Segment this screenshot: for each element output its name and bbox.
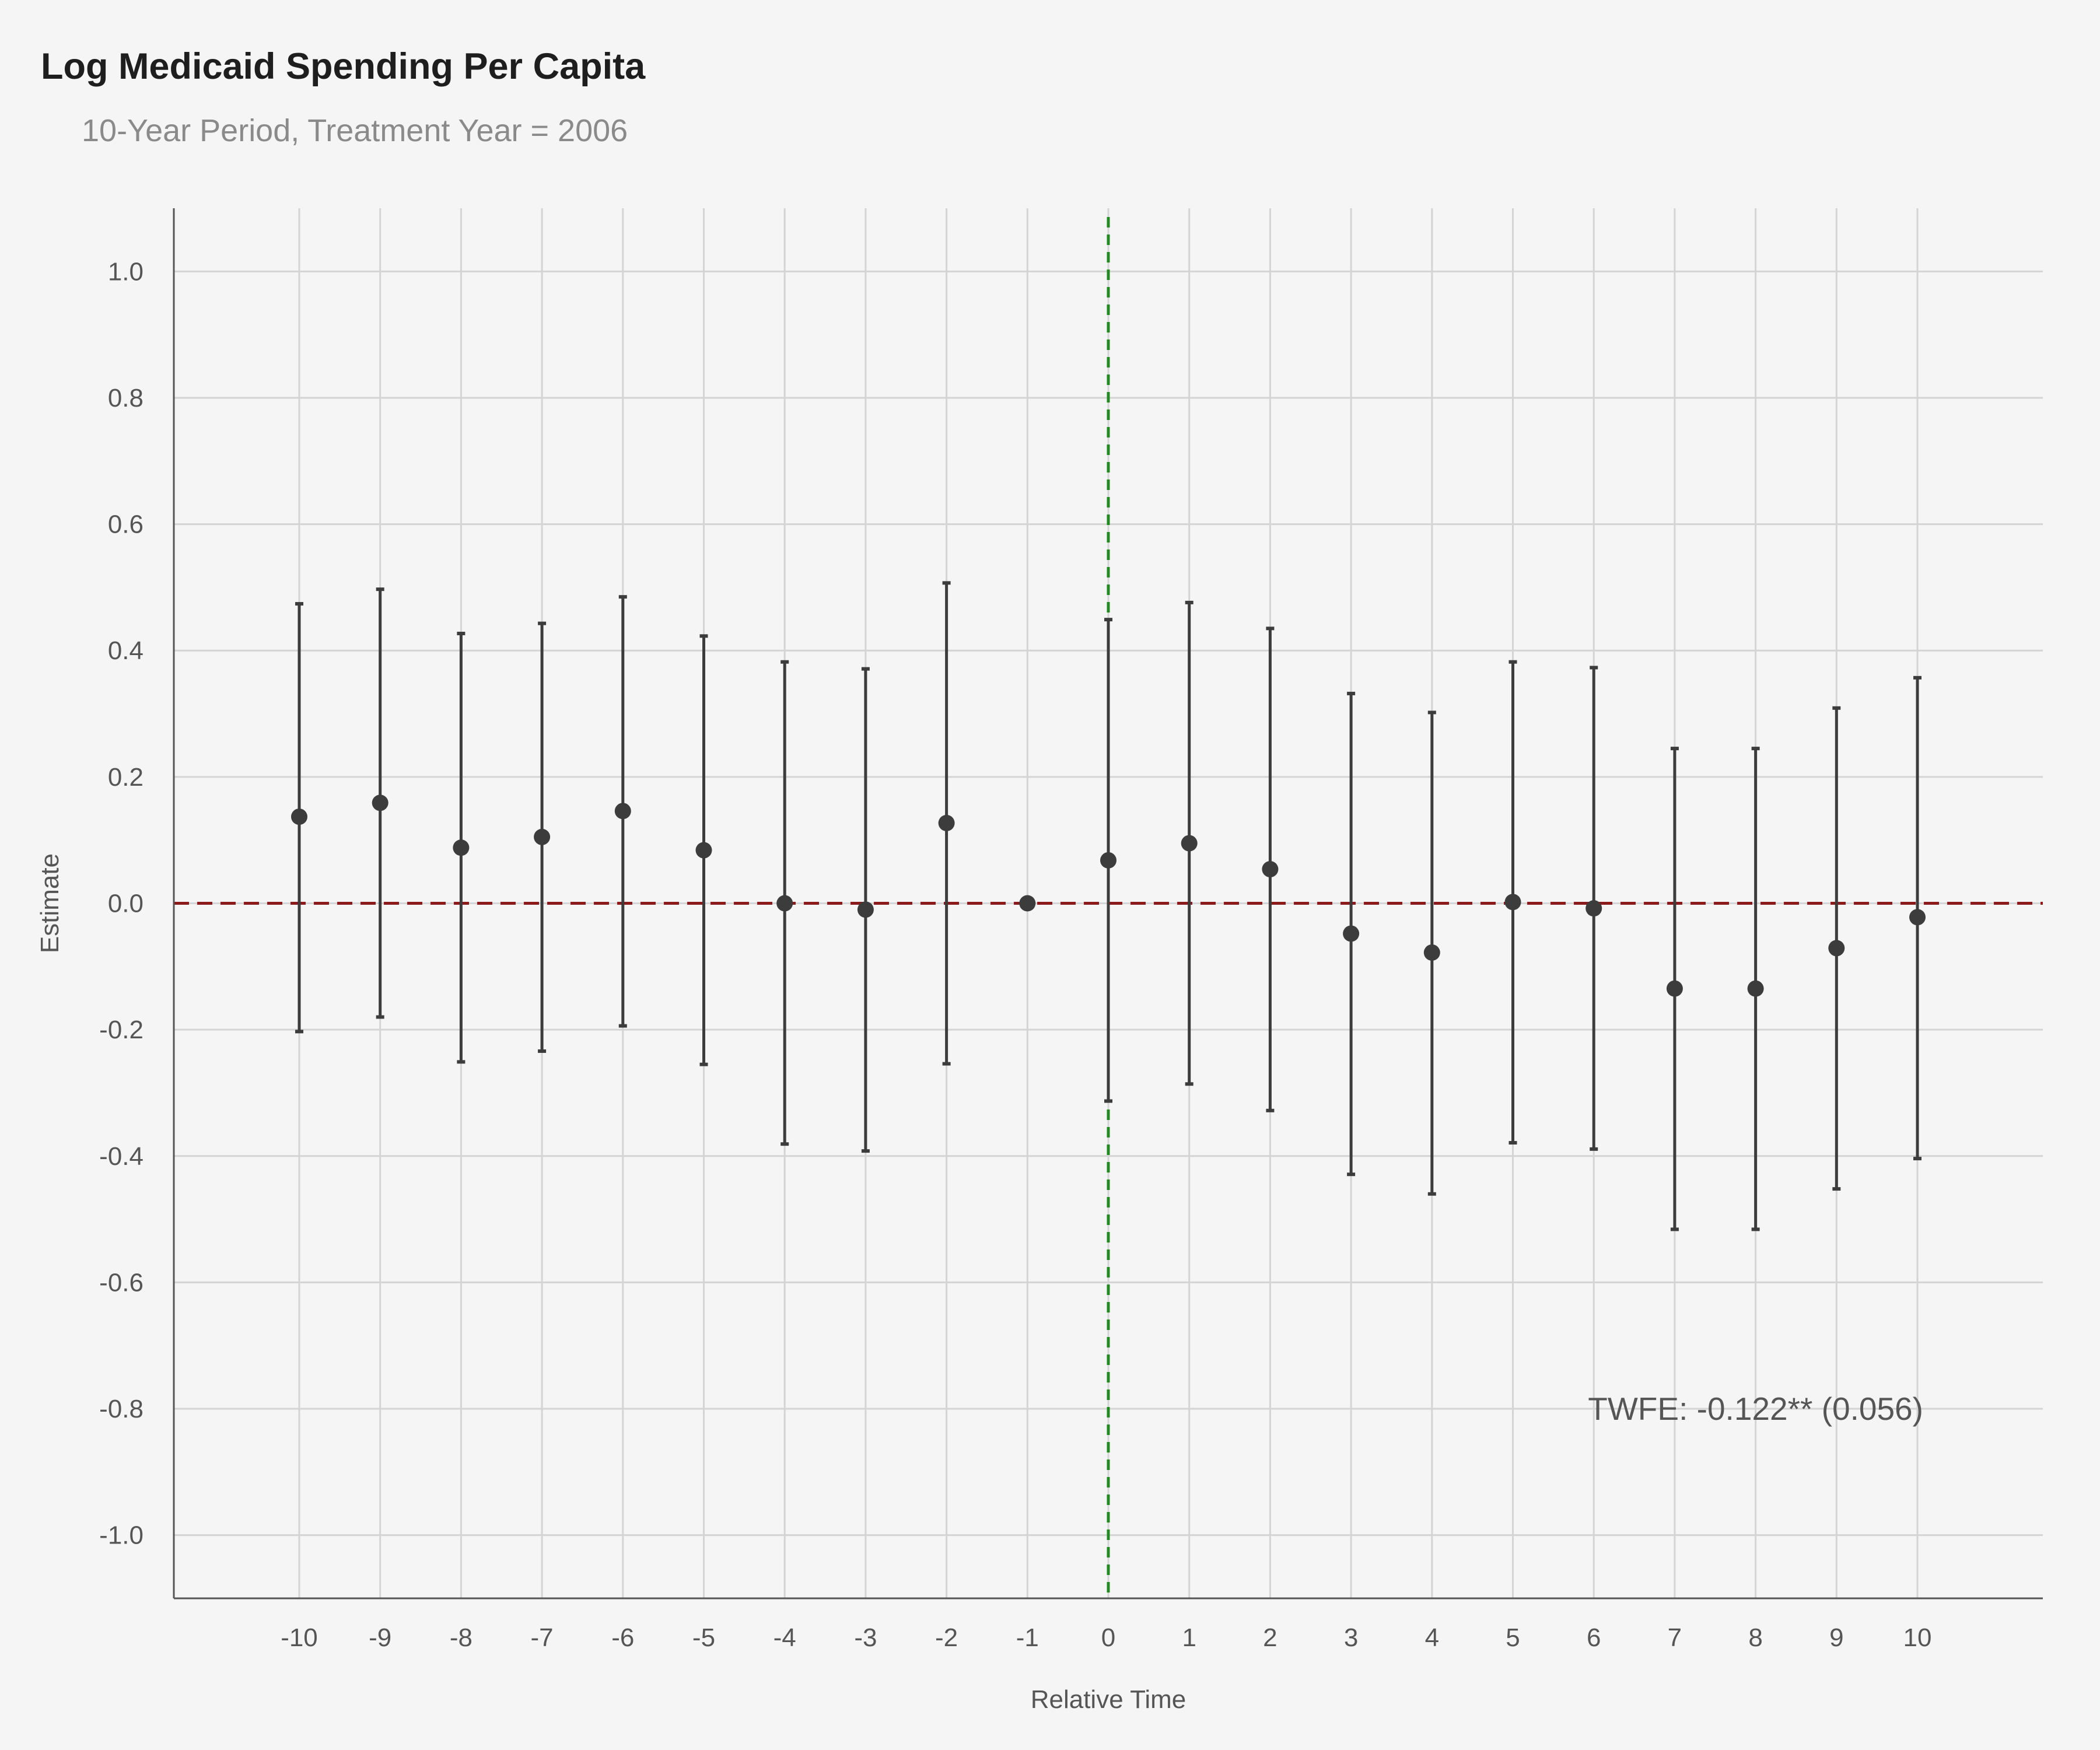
y-tick-label: -0.4 bbox=[99, 1142, 144, 1171]
data-point bbox=[1100, 852, 1116, 869]
data-point bbox=[372, 794, 388, 811]
data-point bbox=[1909, 909, 1926, 926]
x-tick-label: 0 bbox=[1101, 1623, 1115, 1652]
axes: -1.0 -0.8 -0.6 -0.4 -0.2 0.0 0.2 0.4 0.6 0.8 1.0 -1… bbox=[99, 208, 2043, 1652]
x-tick-label: 9 bbox=[1829, 1623, 1843, 1652]
data-point bbox=[1666, 980, 1683, 997]
x-axis-title: Relative Time bbox=[1031, 1685, 1186, 1714]
y-tick-label: 0.4 bbox=[108, 636, 144, 665]
x-tick-label: 2 bbox=[1263, 1623, 1277, 1652]
x-tick-label: 3 bbox=[1344, 1623, 1358, 1652]
y-tick-label: -0.8 bbox=[99, 1395, 144, 1423]
data-point bbox=[1828, 940, 1845, 957]
y-tick-label: 1.0 bbox=[108, 257, 144, 286]
data-point bbox=[453, 839, 470, 856]
x-tick-label: 10 bbox=[1903, 1623, 1932, 1652]
y-tick-label: -0.2 bbox=[99, 1016, 144, 1044]
x-tick-label: 5 bbox=[1506, 1623, 1520, 1652]
twfe-annotation: TWFE: -0.122** (0.056) bbox=[1588, 1391, 1923, 1427]
data-point bbox=[1181, 835, 1198, 852]
y-axis-title: Estimate bbox=[36, 853, 64, 953]
data-point bbox=[938, 814, 955, 831]
data-point bbox=[1423, 944, 1440, 961]
data-point bbox=[290, 808, 307, 825]
data-point bbox=[1504, 894, 1521, 911]
x-tick-label: -9 bbox=[369, 1623, 391, 1652]
data-point bbox=[1343, 925, 1360, 942]
y-tick-label: 0.2 bbox=[108, 763, 144, 792]
chart-title: Log Medicaid Spending Per Capita bbox=[41, 46, 646, 87]
x-tick-label: 4 bbox=[1425, 1623, 1439, 1652]
y-tick-label: -0.6 bbox=[99, 1268, 144, 1297]
x-tick-label: 1 bbox=[1182, 1623, 1196, 1652]
data-point bbox=[1586, 900, 1602, 917]
x-tick-label: -5 bbox=[692, 1623, 715, 1652]
x-tick-label: 6 bbox=[1587, 1623, 1601, 1652]
data-point bbox=[776, 895, 793, 912]
x-tick-label: -7 bbox=[531, 1623, 554, 1652]
x-tick-label: -4 bbox=[774, 1623, 796, 1652]
data-layer bbox=[290, 581, 1926, 1231]
chart-subtitle: 10-Year Period, Treatment Year = 2006 bbox=[82, 113, 628, 148]
x-tick-label: -2 bbox=[935, 1623, 958, 1652]
x-tick-label: 7 bbox=[1668, 1623, 1682, 1652]
data-point bbox=[534, 828, 551, 845]
y-tick-label: 0.6 bbox=[108, 510, 144, 539]
x-tick-label: -6 bbox=[611, 1623, 634, 1652]
x-tick-label: -8 bbox=[450, 1623, 473, 1652]
x-tick-label: 8 bbox=[1748, 1623, 1762, 1652]
x-tick-label: -3 bbox=[854, 1623, 877, 1652]
data-point bbox=[857, 901, 874, 918]
data-point bbox=[695, 842, 712, 859]
y-tick-label: 0.8 bbox=[108, 384, 144, 412]
data-point bbox=[1019, 895, 1036, 912]
data-point bbox=[1262, 861, 1279, 878]
y-tick-label: -1.0 bbox=[99, 1521, 144, 1550]
y-tick-label: 0.0 bbox=[108, 890, 144, 918]
data-point bbox=[1747, 980, 1764, 997]
x-tick-label: -1 bbox=[1016, 1623, 1039, 1652]
data-point bbox=[614, 803, 631, 820]
x-tick-label: -10 bbox=[281, 1623, 318, 1652]
